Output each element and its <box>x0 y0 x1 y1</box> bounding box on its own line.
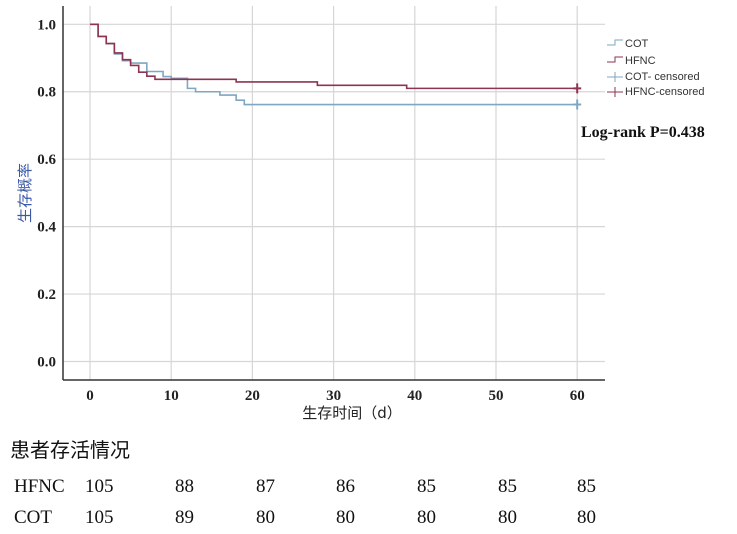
y-tick-label: 0.8 <box>37 85 56 101</box>
legend-cot-swatch <box>607 39 623 46</box>
risk-count: 105 <box>85 507 114 528</box>
risk-count: 85 <box>577 476 596 497</box>
grid <box>63 6 605 380</box>
km-chart: 0.0 0.2 0.4 0.6 0.8 1.0 0 10 20 30 40 50 60 生存概率 生存… <box>16 6 705 422</box>
y-tick-label: 0.4 <box>37 220 56 236</box>
x-axis-label: 生存时间（d） <box>302 404 402 422</box>
risk-count: 86 <box>336 476 355 497</box>
legend-cot-censored-swatch <box>607 72 623 82</box>
risk-count: 85 <box>498 476 517 497</box>
censor-mark-cot <box>573 99 582 110</box>
log-rank-annotation: Log-rank P=0.438 <box>581 124 705 141</box>
risk-count: 89 <box>175 507 194 528</box>
risk-count: 87 <box>256 476 275 497</box>
y-tick-label: 1.0 <box>37 17 56 33</box>
y-tick-label: 0.0 <box>37 355 56 371</box>
risk-count: 80 <box>498 507 517 528</box>
risk-count: 80 <box>336 507 355 528</box>
legend-cot: COT <box>625 38 649 50</box>
risk-row-label: COT <box>14 507 52 528</box>
legend-hfnc-censored: HFNC-censored <box>625 86 704 98</box>
legend-hfnc: HFNC <box>625 55 656 67</box>
x-tick-label: 40 <box>407 388 422 404</box>
legend: COT HFNC COT- censored HFNC-censored <box>607 38 704 98</box>
risk-count: 85 <box>417 476 436 497</box>
risk-count: 105 <box>85 476 114 497</box>
x-tick-label: 60 <box>570 388 585 404</box>
risk-count: 80 <box>256 507 275 528</box>
legend-hfnc-swatch <box>607 56 623 63</box>
y-tick-label: 0.2 <box>37 287 56 303</box>
censor-mark-hfnc <box>573 83 582 94</box>
x-tick-label: 0 <box>86 388 94 404</box>
risk-row-label: HFNC <box>14 476 65 497</box>
series-hfnc-line <box>90 23 578 90</box>
x-tick-label: 50 <box>489 388 504 404</box>
legend-cot-censored: COT- censored <box>625 71 700 83</box>
risk-count: 88 <box>175 476 194 497</box>
risk-count: 80 <box>417 507 436 528</box>
x-tick-label: 20 <box>245 388 260 404</box>
risk-count: 80 <box>577 507 596 528</box>
x-tick-label: 30 <box>326 388 341 404</box>
x-tick-label: 10 <box>164 388 179 404</box>
risk-table-title: 患者存活情况 <box>10 438 130 462</box>
y-axis-label: 生存概率 <box>16 163 34 223</box>
legend-hfnc-censored-swatch <box>607 87 623 97</box>
y-tick-label: 0.6 <box>37 152 56 168</box>
